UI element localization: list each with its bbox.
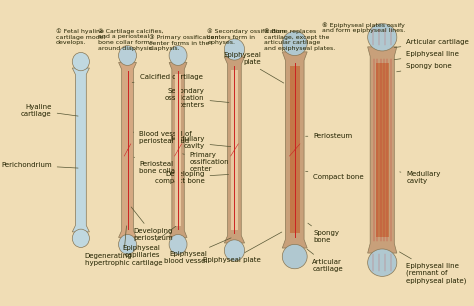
Text: Spongy
bone: Spongy bone [308,223,339,243]
Text: Developing
compact bone: Developing compact bone [155,171,228,184]
Polygon shape [174,74,182,226]
Text: Articular cartilage: Articular cartilage [394,39,469,47]
Text: Compact bone: Compact bone [306,171,364,180]
Polygon shape [375,63,389,237]
Polygon shape [73,68,90,232]
Polygon shape [368,47,397,253]
Ellipse shape [368,24,397,51]
Text: Epiphyseal line
(remnant of
epiphyseal plate): Epiphyseal line (remnant of epiphyseal p… [400,252,467,284]
Text: Hyaline
cartilage: Hyaline cartilage [21,104,78,117]
Polygon shape [231,70,238,230]
Text: ⑥ Epiphyseal plates ossify
and form epiphyseal lines.: ⑥ Epiphyseal plates ossify and form epip… [322,22,405,33]
Text: Articular
cartilage: Articular cartilage [307,249,343,272]
Text: Secondary
ossification
centers: Secondary ossification centers [165,88,229,108]
Text: Blood vessel of
periosteal bud: Blood vessel of periosteal bud [133,131,192,144]
Text: Epiphyseal
plate: Epiphyseal plate [223,52,284,83]
Ellipse shape [73,229,90,248]
Polygon shape [169,62,187,237]
Text: ① Fetal hyaline
cartilage model
develops.: ① Fetal hyaline cartilage model develops… [55,28,105,45]
Text: Medullary
cavity: Medullary cavity [170,136,231,149]
Ellipse shape [73,52,90,71]
Text: Calcified cartilage: Calcified cartilage [132,74,202,83]
Text: Spongy bone: Spongy bone [397,63,452,72]
Ellipse shape [118,46,137,65]
Text: Periosteum: Periosteum [306,133,353,139]
Text: Perichondrium: Perichondrium [1,162,78,168]
Text: Primary
ossification
center: Primary ossification center [182,152,229,172]
Ellipse shape [368,249,397,276]
Text: ③ Primary ossification
center forms in the
diaphysis.: ③ Primary ossification center forms in t… [149,34,218,51]
Text: ② Cartilage calcifies,
and a periosteal
bone collar forms
around diaphysis.: ② Cartilage calcifies, and a periosteal … [98,28,164,51]
Text: Epiphyseal line: Epiphyseal line [394,51,459,60]
Text: ④ Secondary ossification
centers form in
ephyses.: ④ Secondary ossification centers form in… [207,28,286,45]
Ellipse shape [283,244,307,269]
Ellipse shape [118,234,137,254]
Ellipse shape [224,39,245,60]
Ellipse shape [224,240,245,261]
Text: Periosteal
bone collar: Periosteal bone collar [134,157,178,174]
Text: Epiphyseal
capillaries: Epiphyseal capillaries [123,226,176,258]
Text: Degenerating
hypertrophic cartilage: Degenerating hypertrophic cartilage [85,226,162,266]
Polygon shape [224,57,245,243]
Ellipse shape [169,46,187,65]
Ellipse shape [169,234,187,254]
Polygon shape [118,62,137,237]
Text: Developing
periosteum: Developing periosteum [131,207,173,241]
Text: ⑤ Bone replaces
cartilage, except the
articular cartilage
and epiphyseal plates.: ⑤ Bone replaces cartilage, except the ar… [264,28,335,51]
Polygon shape [283,52,307,248]
Polygon shape [290,66,300,233]
Text: Medullary
cavity: Medullary cavity [400,171,441,184]
Text: Epiphyseal plate: Epiphyseal plate [203,232,282,263]
Ellipse shape [283,31,307,55]
Text: Epiphyseal
blood vessel: Epiphyseal blood vessel [164,238,231,264]
